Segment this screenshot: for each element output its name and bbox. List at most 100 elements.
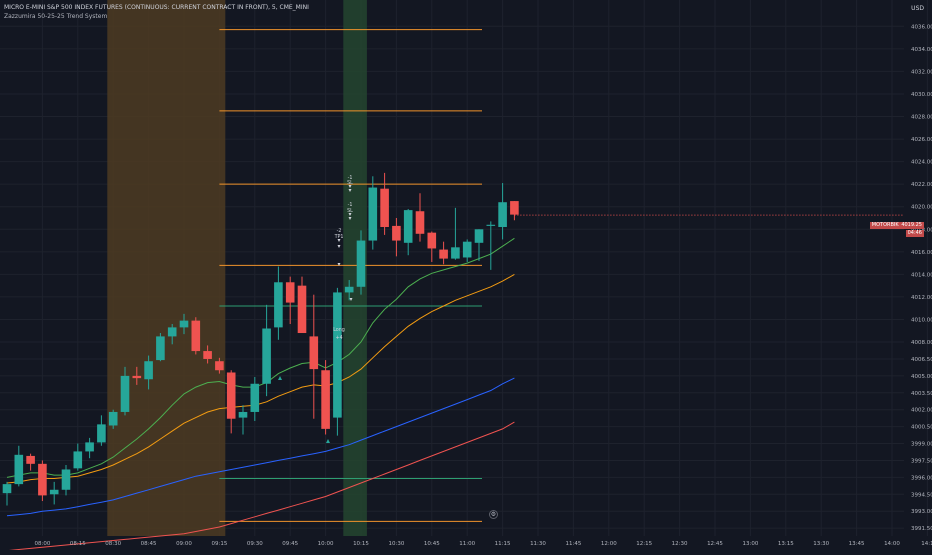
price-axis-label: 3994.50 xyxy=(911,492,932,498)
candle-body xyxy=(73,451,83,469)
candle-body xyxy=(474,229,484,243)
trade-annotation: -1 xyxy=(348,175,353,181)
price-axis-label: 4034.00 xyxy=(911,47,932,53)
candle-body xyxy=(403,210,413,243)
price-axis-label: 3993.00 xyxy=(911,509,932,515)
candle-body xyxy=(392,225,401,241)
candle-body xyxy=(2,484,12,494)
time-axis-label: 12:30 xyxy=(672,541,688,547)
time-axis-label: 10:30 xyxy=(388,541,404,547)
buy-marker xyxy=(326,439,330,443)
trade-annotation: +4 xyxy=(335,335,342,341)
time-axis-label: 13:15 xyxy=(778,541,794,547)
price-axis-label: 4005.00 xyxy=(911,374,932,380)
time-axis-label: 09:00 xyxy=(176,541,192,547)
price-axis-label: 4000.50 xyxy=(911,425,932,431)
price-axis-label: 4030.00 xyxy=(911,92,932,98)
candle-body xyxy=(108,411,118,426)
bar-countdown-tag: 04:46 xyxy=(905,230,924,237)
candle-body xyxy=(439,249,448,259)
currency-label: USD xyxy=(911,5,924,12)
candle-body xyxy=(451,247,460,259)
candle-body xyxy=(274,282,283,328)
moving-average-mid xyxy=(6,273,515,484)
price-axis-label: 4020.00 xyxy=(911,205,932,211)
candle-body xyxy=(510,201,519,215)
candle-body xyxy=(85,442,94,452)
time-axis-label: 09:45 xyxy=(282,541,298,547)
sell-marker xyxy=(348,213,352,216)
moving-average-slow xyxy=(6,377,515,517)
time-axis-label: 14:00 xyxy=(884,541,900,547)
candle-body xyxy=(368,187,378,241)
time-axis-label: 08:45 xyxy=(141,541,157,547)
price-axis-label: 4026.00 xyxy=(911,137,932,143)
trade-annotation: SL xyxy=(347,208,353,214)
candle-body xyxy=(14,454,24,485)
time-axis-label: 12:45 xyxy=(707,541,723,547)
price-axis-label: 4008.00 xyxy=(911,340,932,346)
price-axis-label: 4016.00 xyxy=(911,250,932,256)
candle-body xyxy=(344,286,354,293)
time-axis-label: 13:45 xyxy=(849,541,865,547)
trade-annotation: -2 xyxy=(337,228,342,234)
candle-body xyxy=(167,327,177,337)
candle-body xyxy=(427,232,437,249)
candle-body xyxy=(49,489,59,495)
highlight-zone xyxy=(107,0,226,536)
trade-annotation: Long xyxy=(333,327,345,333)
time-axis-label: 12:15 xyxy=(636,541,652,547)
candle-body xyxy=(38,463,47,496)
price-axis-label: 4028.00 xyxy=(911,115,932,121)
price-axis-label: 3991.50 xyxy=(911,526,932,532)
time-axis-label: 10:00 xyxy=(318,541,334,547)
candle-body xyxy=(179,320,189,328)
candle-body xyxy=(486,224,496,226)
price-axis-label: 4002.00 xyxy=(911,408,932,414)
symbol-title[interactable]: MICRO E-MINI S&P 500 INDEX FUTURES (CONT… xyxy=(4,4,309,11)
candle-body xyxy=(156,336,165,361)
sell-marker xyxy=(337,239,341,242)
time-axis-label: 11:30 xyxy=(530,541,546,547)
sell-marker xyxy=(348,217,352,220)
trade-annotation: -1 xyxy=(348,202,353,208)
price-axis-label: 4024.00 xyxy=(911,160,932,166)
candle-body xyxy=(415,211,425,234)
time-axis-label: 08:00 xyxy=(34,541,50,547)
price-axis-label: 4036.00 xyxy=(911,24,932,30)
price-axis-label: 4014.00 xyxy=(911,272,932,278)
time-axis-label: 11:45 xyxy=(565,541,581,547)
sell-marker xyxy=(349,298,353,301)
price-axis-label: 3997.50 xyxy=(911,458,932,464)
candle-body xyxy=(97,424,106,443)
candle-body xyxy=(120,375,130,412)
time-axis-label: 08:30 xyxy=(105,541,121,547)
sell-marker xyxy=(348,185,352,188)
candle-body xyxy=(309,336,319,370)
highlight-zone xyxy=(343,0,367,536)
price-axis-label: 4022.00 xyxy=(911,182,932,188)
time-axis-label: 11:15 xyxy=(495,541,511,547)
time-axis-label: 09:30 xyxy=(247,541,263,547)
sell-marker xyxy=(337,263,341,266)
candle-body xyxy=(144,361,153,380)
time-axis-label: 13:30 xyxy=(813,541,829,547)
indicator-label[interactable]: Zazzumira 50-25-25 Trend System xyxy=(4,13,108,20)
trade-annotation: TP1 xyxy=(334,234,344,240)
price-axis-label: 4006.50 xyxy=(911,357,932,363)
time-axis-label: 11:00 xyxy=(459,541,475,547)
candle-body xyxy=(238,411,248,418)
scroll-to-realtime-button[interactable]: ⚙ xyxy=(489,510,498,519)
sell-marker xyxy=(337,245,341,248)
trade-annotation: SL xyxy=(347,180,353,186)
candle-body xyxy=(321,370,330,429)
candle-body xyxy=(191,320,201,352)
candle-body xyxy=(250,383,260,412)
candle-body xyxy=(285,282,295,303)
time-axis-label: 10:45 xyxy=(424,541,440,547)
moving-average-long xyxy=(6,421,515,552)
candle-body xyxy=(203,351,212,359)
candle-body xyxy=(380,188,389,228)
